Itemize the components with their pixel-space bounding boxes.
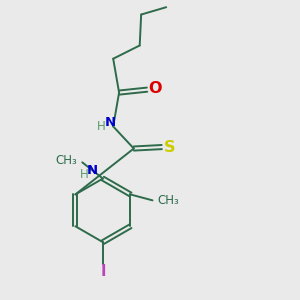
Text: I: I xyxy=(100,264,106,279)
Text: H: H xyxy=(97,120,106,133)
Text: N: N xyxy=(87,164,98,177)
Text: N: N xyxy=(105,116,116,129)
Text: H: H xyxy=(80,168,88,181)
Text: CH₃: CH₃ xyxy=(55,154,77,167)
Text: O: O xyxy=(148,81,162,96)
Text: S: S xyxy=(164,140,176,154)
Text: CH₃: CH₃ xyxy=(158,194,180,207)
